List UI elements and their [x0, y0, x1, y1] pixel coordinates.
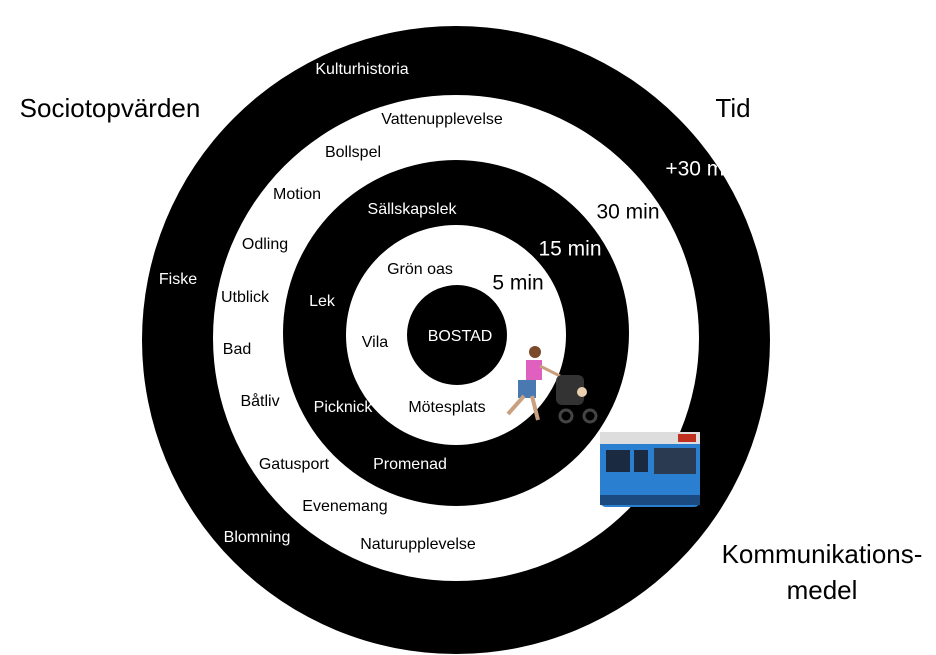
value-label: Fiske	[159, 271, 197, 288]
value-label: Kulturhistoria	[315, 61, 408, 78]
value-label: Sällskapslek	[368, 201, 458, 218]
value-label: Naturupplevelse	[360, 536, 476, 553]
value-label: Lek	[309, 293, 336, 310]
value-label: Bollspel	[325, 144, 381, 161]
value-label: Odling	[242, 236, 288, 253]
value-label: Båtliv	[240, 392, 279, 410]
value-label: Blomning	[224, 529, 291, 546]
center-label: BOSTAD	[428, 328, 493, 345]
value-label: Vattenupplevelse	[381, 111, 503, 128]
heading-right: Tid	[715, 93, 750, 123]
heading-left: Sociotopvärden	[20, 93, 201, 123]
value-label: Vila	[362, 334, 388, 351]
transport-label: Kommunikations-	[722, 539, 923, 569]
time-label: 5 min	[492, 272, 543, 295]
time-label: +30 min	[665, 158, 740, 181]
diagram: Sociotopvärden Tid Kommunikations- medel…	[0, 0, 936, 655]
value-label: Utblick	[221, 289, 270, 306]
time-label: 15 min	[538, 238, 601, 261]
time-label: 30 min	[596, 201, 659, 224]
tram-icon	[600, 432, 700, 507]
value-label: Promenad	[373, 456, 447, 473]
value-label: Mötesplats	[408, 399, 485, 416]
value-label: Bad	[223, 341, 251, 358]
value-label: Grön oas	[387, 261, 453, 278]
value-label: Evenemang	[302, 498, 387, 515]
value-label: Motion	[273, 186, 321, 203]
value-label: Gatusport	[259, 456, 330, 473]
transport-label: medel	[787, 575, 858, 605]
value-label: Picknick	[314, 399, 374, 416]
